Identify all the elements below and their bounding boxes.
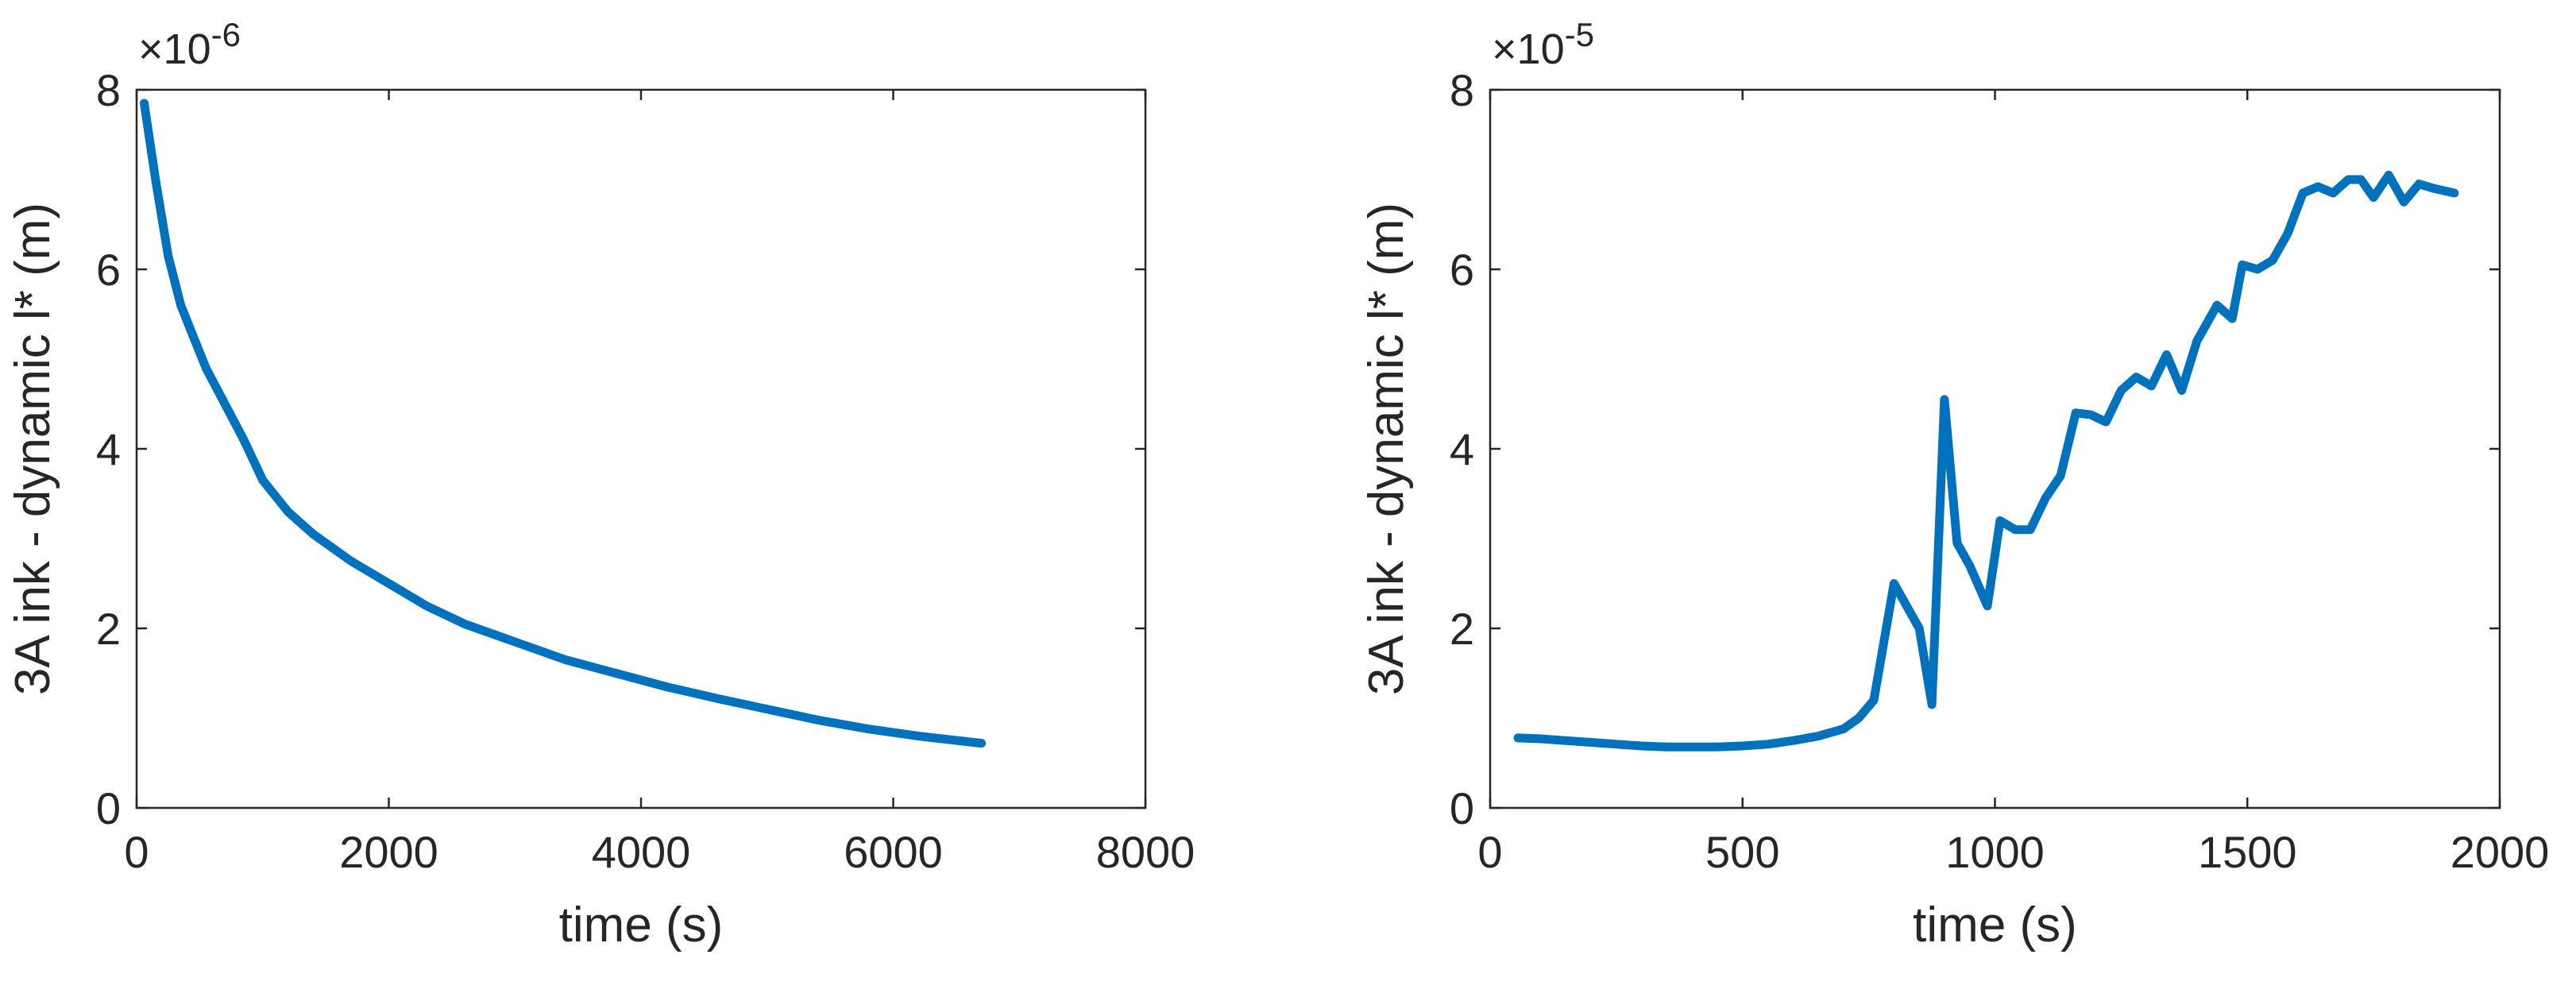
x-tick-label: 2000: [339, 827, 438, 877]
y-tick-label: 6: [96, 245, 121, 295]
y-tick-label: 2: [96, 604, 121, 654]
axis-exponent-power: -5: [1565, 16, 1594, 53]
axis-exponent: ×10-6: [138, 16, 241, 73]
x-tick-label: 4000: [592, 827, 691, 877]
y-tick-label: 4: [96, 424, 121, 474]
y-tick-label: 0: [1450, 783, 1474, 833]
series-line: [1513, 170, 2459, 752]
x-tick-label: 1000: [1945, 827, 2045, 877]
axes-box: [1489, 88, 2501, 809]
axes-box: [135, 88, 1147, 809]
left-chart-panel: 0 2000 4000 6000 8000 0 2 4 6 8 ×10-6 time (s) 3A in…: [6, 16, 1195, 952]
x-axis-label: time (s): [1913, 898, 2077, 952]
x-tick-label: 1500: [2198, 827, 2297, 877]
y-tick-label: 6: [1450, 245, 1474, 295]
y-axis-label: 3A ink - dynamic l* (m): [6, 203, 60, 695]
axis-exponent-power: -6: [211, 16, 241, 53]
axis-exponent-base: ×10: [138, 25, 211, 73]
y-tick-label: 8: [96, 65, 121, 115]
x-tick-label: 2000: [2450, 827, 2550, 877]
x-tick-label: 8000: [1096, 827, 1195, 877]
axis-exponent-base: ×10: [1492, 25, 1565, 73]
x-tick-label: 0: [124, 827, 149, 877]
x-tick-label: 0: [1477, 827, 1502, 877]
y-tick-label: 4: [1450, 424, 1474, 474]
x-tick-label: 6000: [844, 827, 943, 877]
y-tick-label: 2: [1450, 604, 1474, 654]
y-tick-label: 8: [1450, 65, 1474, 115]
right-chart-panel: 0 500 1000 1500 2000 0 2 4 6 8 ×10-5 time (s) 3A ink…: [1359, 16, 2549, 952]
y-axis-label: 3A ink - dynamic l* (m): [1359, 203, 1414, 695]
axis-exponent: ×10-5: [1492, 16, 1594, 73]
x-tick-label: 500: [1705, 827, 1779, 877]
x-axis-label: time (s): [559, 898, 724, 952]
series-line: [140, 99, 987, 748]
y-tick-label: 0: [96, 783, 121, 833]
